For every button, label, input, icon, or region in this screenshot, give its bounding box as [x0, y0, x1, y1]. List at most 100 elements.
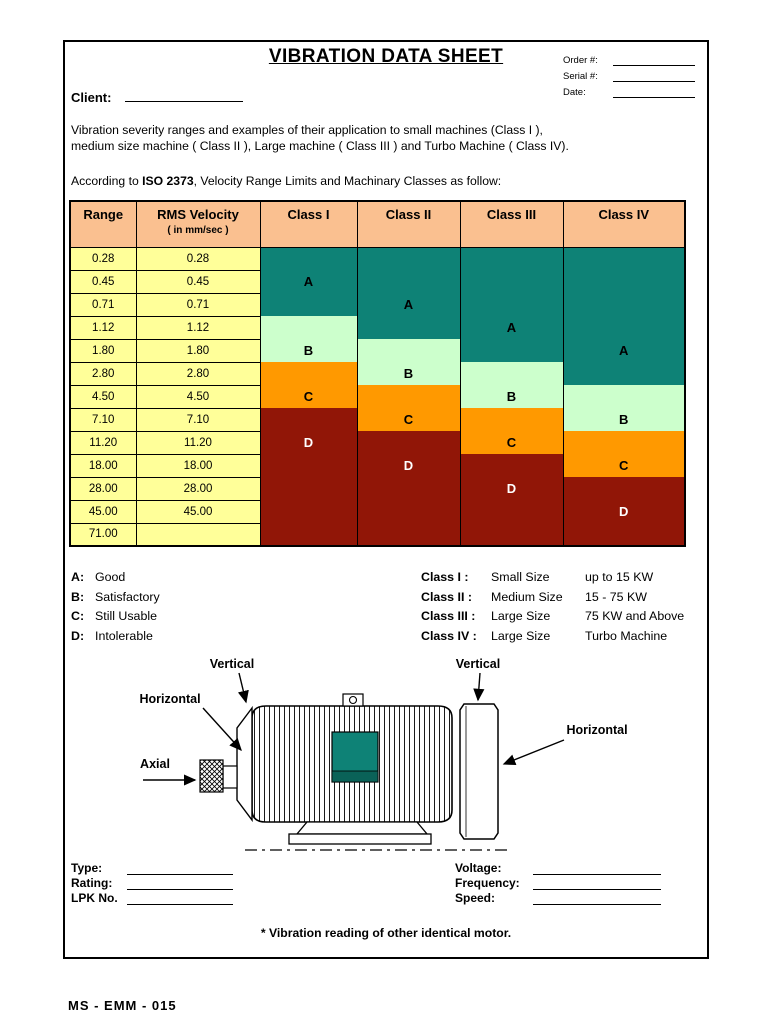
- speed-label: Speed:: [455, 891, 496, 905]
- data-sheet-frame: VIBRATION DATA SHEET Order #: Serial #: …: [63, 40, 709, 959]
- class-zone-cell: [356, 247, 461, 270]
- iso-standard: ISO 2373: [142, 174, 194, 188]
- motor-diagram: Vertical Horizontal Axial Vertical Horiz…: [139, 657, 628, 851]
- serial-number-label: Serial #:: [563, 71, 598, 82]
- lpk-no-field: LPK No.: [71, 890, 233, 905]
- class-zone-cell: D: [356, 454, 461, 477]
- rms-value-cell: 0.45: [135, 269, 261, 294]
- range-value-cell: 18.00: [69, 453, 137, 478]
- voltage-label: Voltage:: [455, 861, 502, 875]
- severity-table-wrap: Range RMS Velocity ( in mm/sec ) Class I…: [69, 200, 686, 547]
- col-header-range: Range: [69, 200, 137, 248]
- class-zone-cell: [356, 339, 461, 362]
- class-legend: Class I : Small Size up to 15 KW Class I…: [421, 570, 684, 648]
- class-4-size: Large Size: [491, 628, 551, 643]
- range-value-cell: 0.71: [69, 292, 137, 317]
- client-line: [125, 90, 244, 102]
- grade-a-text: Good: [95, 570, 126, 584]
- severity-row: 1.80 1.80 B A: [69, 338, 686, 363]
- intro-line-1: Vibration severity ranges and examples o…: [71, 123, 543, 137]
- serial-number-field: Serial #:: [563, 71, 695, 82]
- frequency-line: [533, 878, 661, 890]
- rms-value-cell: 0.71: [135, 292, 261, 317]
- class-legend-row-2: Class II : Medium Size 15 - 75 KW: [421, 590, 684, 610]
- iso-prefix: According to: [71, 174, 143, 188]
- rms-value-cell: 7.10: [135, 407, 261, 432]
- class-zone-cell: B: [356, 362, 461, 385]
- motor-foot: [295, 821, 429, 835]
- class-zone-cell: [259, 293, 358, 316]
- voltage-line: [533, 863, 661, 875]
- class-zone-cell: [259, 316, 358, 339]
- severity-table-body: 0.28 0.28 0.45 0.45 A 0.71 0.71 A 1.12 1.12 A 1.80 1…: [69, 246, 686, 547]
- rms-value-cell: 0.28: [135, 246, 261, 271]
- class-zone-cell: [259, 523, 358, 546]
- class-zone-cell: C: [562, 454, 686, 477]
- severity-row: 4.50 4.50 C B: [69, 384, 686, 409]
- speed-line: [533, 893, 661, 905]
- type-field: Type:: [71, 860, 233, 875]
- intro-paragraph: Vibration severity ranges and examples o…: [71, 122, 569, 154]
- severity-table: Range RMS Velocity ( in mm/sec ) Class I…: [69, 200, 686, 547]
- rms-value-cell: 1.80: [135, 338, 261, 363]
- speed-field: Speed:: [455, 890, 661, 905]
- lifting-eye-icon: [348, 695, 358, 705]
- class-zone-cell: A: [356, 293, 461, 316]
- right-motor-end: [459, 703, 499, 840]
- class-zone-cell: [562, 431, 686, 454]
- legend-row-a: A: Good: [71, 570, 160, 590]
- col-header-rms: RMS Velocity ( in mm/sec ): [135, 200, 261, 248]
- class-2-label: Class II :: [421, 589, 472, 604]
- document-code: MS - EMM - 015: [68, 998, 177, 1013]
- grade-c-key: C:: [71, 609, 85, 623]
- label-vertical-right: Vertical: [456, 657, 500, 671]
- class-2-size: Medium Size: [491, 589, 563, 604]
- lpk-no-line: [127, 893, 233, 905]
- col-header-class-2: Class II: [356, 200, 461, 248]
- class-1-size: Small Size: [491, 570, 550, 584]
- class-zone-cell: [259, 362, 358, 385]
- label-axial: Axial: [140, 757, 170, 771]
- class-zone-cell: C: [259, 385, 358, 408]
- class-zone-cell: [259, 454, 358, 477]
- rms-value-cell: 2.80: [135, 361, 261, 386]
- type-label: Type:: [71, 861, 103, 875]
- serial-number-line: [613, 71, 695, 82]
- footnote: * Vibration reading of other identical m…: [260, 926, 512, 940]
- col-header-class-1: Class I: [259, 200, 358, 248]
- severity-row: 0.71 0.71 A: [69, 292, 686, 317]
- class-zone-cell: B: [259, 339, 358, 362]
- range-value-cell: 1.12: [69, 315, 137, 340]
- rating-label: Rating:: [71, 876, 113, 890]
- class-3-label: Class III :: [421, 609, 476, 623]
- class-zone-cell: [259, 247, 358, 270]
- bottom-fields-right: Voltage: Frequency: Speed:: [455, 860, 661, 905]
- bottom-fields-left: Type: Rating: LPK No.: [71, 860, 233, 905]
- class-zone-cell: [459, 293, 564, 316]
- class-zone-cell: [459, 247, 564, 270]
- range-value-cell: 2.80: [69, 361, 137, 386]
- grade-legend: A: Good B: Satisfactory C: Still Usable …: [71, 570, 160, 648]
- iso-reference-line: According to ISO 2373, Velocity Range Li…: [71, 174, 501, 188]
- class-zone-cell: C: [459, 431, 564, 454]
- rms-value-cell: 45.00: [135, 499, 261, 524]
- severity-row: 2.80 2.80 B: [69, 361, 686, 386]
- client-label: Client:: [71, 90, 112, 105]
- grade-a-key: A:: [71, 570, 85, 584]
- terminal-box-band: [331, 770, 379, 783]
- shaft-step: [222, 765, 238, 789]
- class-3-power: 75 KW and Above: [585, 609, 685, 623]
- grade-b-key: B:: [71, 589, 85, 604]
- class-zone-cell: D: [459, 477, 564, 500]
- severity-row: 28.00 28.00 D: [69, 476, 686, 501]
- severity-row: 71.00: [69, 522, 686, 547]
- table-header-row: Range RMS Velocity ( in mm/sec ) Class I…: [69, 200, 686, 248]
- grade-d-key: D:: [71, 628, 85, 643]
- class-zone-cell: [459, 523, 564, 546]
- frequency-label: Frequency:: [455, 876, 520, 890]
- class-zone-cell: [259, 408, 358, 431]
- rms-value-cell: 11.20: [135, 430, 261, 455]
- class-1-label: Class I :: [421, 570, 469, 584]
- order-number-field: Order #:: [563, 55, 695, 66]
